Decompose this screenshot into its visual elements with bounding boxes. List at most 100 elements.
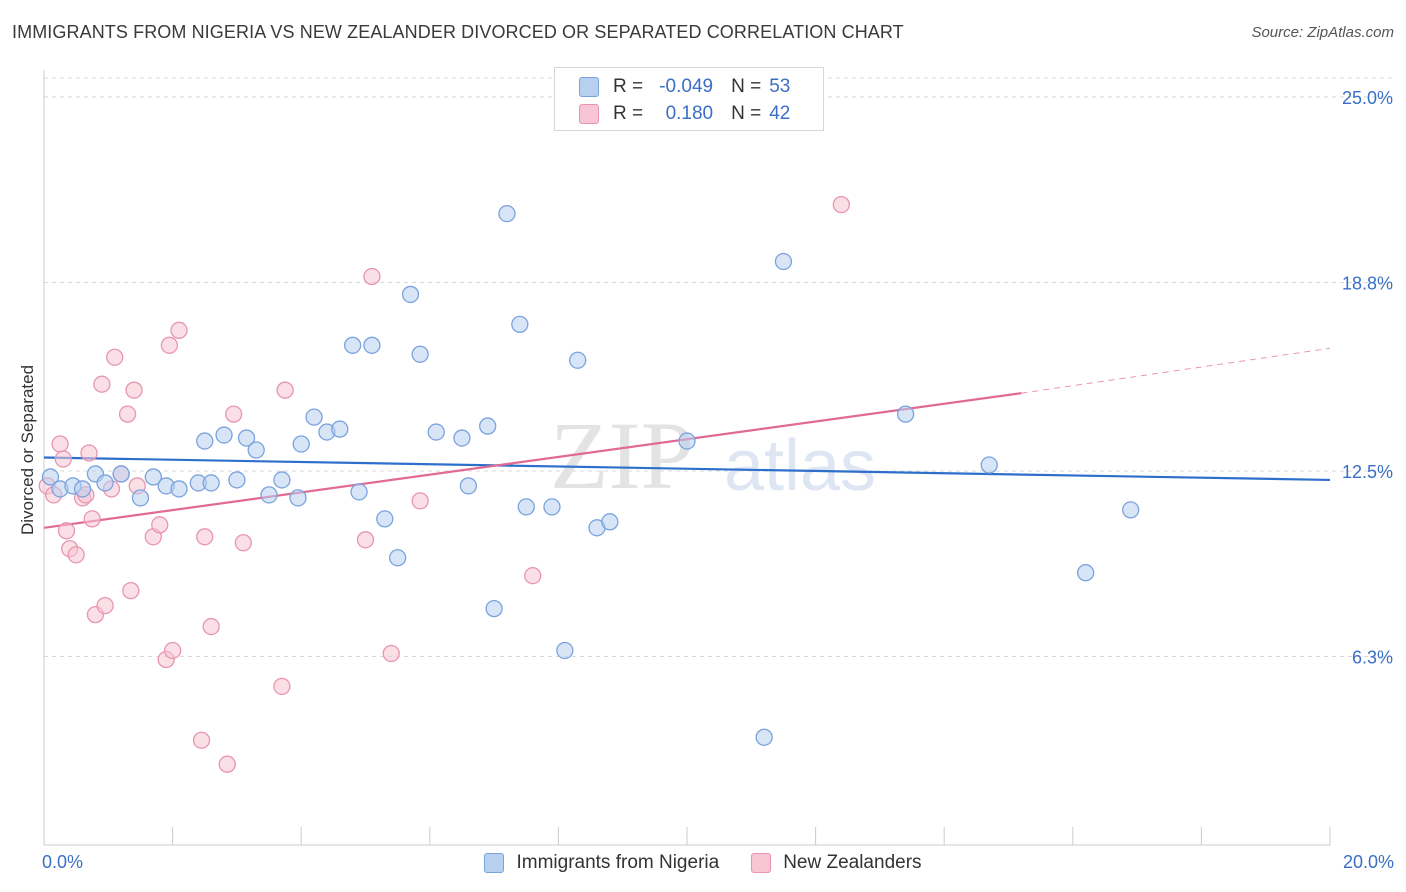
point-newzealand [57,522,76,540]
point-newzealand [202,617,220,636]
point-nigeria [363,336,381,354]
point-nigeria [1122,501,1140,519]
point-newzealand [51,435,69,453]
point-newzealand [170,321,188,339]
point-nigeria [215,426,233,444]
legend-n-value: 53 [769,76,791,97]
point-nigeria [556,641,574,660]
point-nigeria [401,285,420,304]
y-tick-label: 25.0% [1342,88,1393,108]
point-newzealand [118,405,137,423]
point-newzealand [234,534,252,552]
point-nigeria [292,435,310,453]
point-nigeria [343,336,362,354]
point-newzealand [106,348,124,366]
point-nigeria [247,441,265,459]
point-nigeria [498,204,516,223]
point-nigeria [427,423,445,441]
point-nigeria [453,429,471,447]
point-nigeria [273,471,291,489]
legend-r-label: R = [613,103,644,124]
point-newzealand [196,528,214,546]
point-nigeria [305,408,323,426]
point-nigeria [678,432,696,450]
point-nigeria [479,417,497,435]
point-newzealand [80,444,98,462]
point-nigeria [411,345,429,363]
point-newzealand [67,546,85,564]
point-nigeria [485,599,503,618]
series-legend: Immigrants from Nigeria New Zealanders [0,852,1406,874]
legend-n-value: 42 [769,103,791,124]
point-newzealand [151,516,169,534]
point-newzealand [273,677,291,696]
point-nigeria [517,498,535,516]
point-newzealand [832,196,850,214]
point-nigeria [289,489,307,507]
point-newzealand [218,755,236,773]
point-newzealand [524,567,542,585]
chart-title: IMMIGRANTS FROM NIGERIA VS NEW ZEALANDER… [12,22,904,42]
point-nigeria [73,480,92,498]
point-nigeria [96,474,114,492]
legend-swatch-blue [579,77,599,97]
point-newzealand [356,531,375,549]
point-newzealand [363,267,381,286]
point-nigeria [41,468,60,486]
correlation-legend: R = -0.049 N = 53 R = 0.180 N = 42 [554,67,824,131]
legend-r-value: 0.180 [665,103,714,124]
source-label: Source: ZipAtlas.com [1251,24,1394,41]
series-swatch-pink [751,853,772,873]
point-newzealand [163,641,182,660]
legend-n-label: N = [731,76,762,97]
point-nigeria [774,252,793,271]
point-nigeria [202,474,220,492]
point-nigeria [196,432,214,450]
point-nigeria [131,489,150,507]
watermark-atlas: atlas [724,426,876,506]
point-nigeria [388,549,407,567]
legend-swatch-pink [579,104,599,124]
x-tick-label-max: 20.0% [1342,852,1394,872]
legend-row-nigeria: R = -0.049 N = 53 [579,74,790,100]
point-nigeria [170,480,188,498]
point-nigeria [569,351,587,369]
trend-lines [43,347,1331,529]
point-newzealand [122,582,140,600]
legend-r-value: -0.049 [659,76,714,97]
point-nigeria [459,477,478,495]
point-nigeria [112,465,130,483]
point-newzealand [160,336,179,354]
point-nigeria [980,456,998,474]
point-nigeria [228,471,246,489]
point-newzealand [192,731,211,749]
legend-n-label: N = [731,103,762,124]
x-tick-label-min: 0.0% [42,852,84,872]
point-nigeria [755,728,773,746]
series-legend-label: New Zealanders [783,852,922,873]
series-legend-newzealand: New Zealanders [751,852,922,874]
point-nigeria [350,483,368,501]
point-newzealand [83,510,101,528]
series-legend-nigeria: Immigrants from Nigeria [484,852,719,874]
point-newzealand [96,596,114,615]
point-newzealand [225,405,243,423]
point-newzealand [93,375,111,393]
trend-line-newzealand-extension [1021,347,1331,394]
legend-r-label: R = [613,76,644,97]
y-axis-label: Divorced or Separated [18,364,37,536]
point-newzealand [276,381,294,399]
point-nigeria [601,513,619,531]
point-nigeria [376,510,394,528]
y-tick-label: 12.5% [1342,462,1393,482]
y-tick-labels: 6.3% 12.5% 18.8% 25.0% [1342,88,1393,668]
trend-line-newzealand [43,392,1022,529]
point-nigeria [511,315,529,333]
trend-line-nigeria [43,456,1331,482]
point-nigeria [896,405,915,423]
legend-row-newzealand: R = 0.180 N = 42 [579,101,790,127]
point-nigeria [144,468,162,486]
y-tick-label: 18.8% [1342,273,1393,293]
point-nigeria [543,498,561,516]
